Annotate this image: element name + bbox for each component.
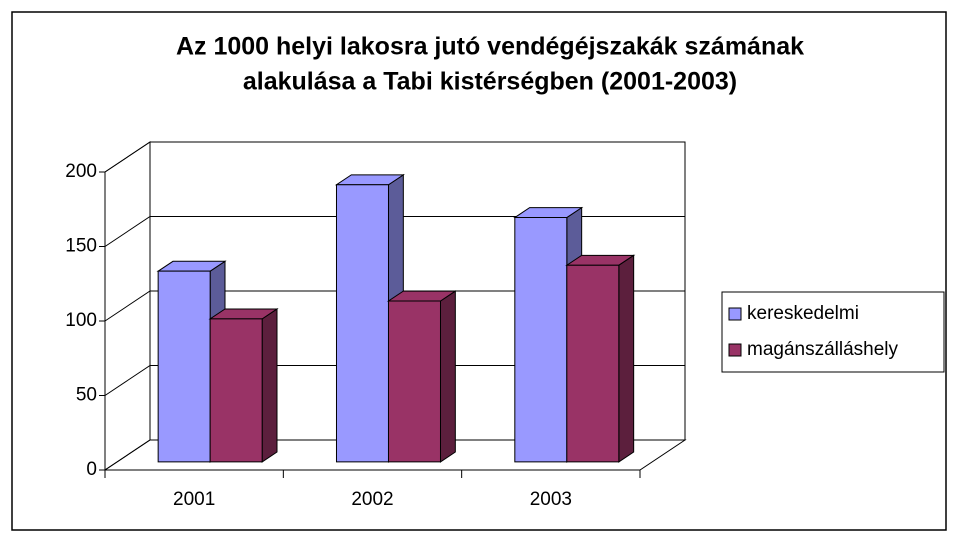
- y-tick-label: 150: [65, 236, 97, 257]
- bar: [566, 264, 620, 463]
- x-tick-label: 2001: [173, 489, 215, 510]
- y-tick-label: 0: [86, 459, 97, 480]
- bar: [157, 270, 211, 463]
- x-tick-label: 2003: [530, 489, 572, 510]
- bar: [209, 318, 263, 463]
- y-tick-label: 100: [65, 310, 97, 331]
- y-tick-label: 50: [76, 385, 97, 406]
- legend-swatch: [728, 307, 742, 321]
- legend-label: magánszálláshely: [747, 339, 899, 360]
- legend-label: kereskedelmi: [747, 303, 859, 324]
- chart-title: alakulása a Tabi kistérségben (2001-2003…: [243, 68, 737, 96]
- grid-line: [104, 290, 685, 322]
- y-tick-label: 200: [65, 161, 97, 182]
- bar: [335, 184, 389, 463]
- bar-side: [618, 254, 635, 463]
- bar: [514, 217, 568, 463]
- grid-line: [104, 365, 685, 396]
- grid-line: [104, 141, 685, 173]
- bar-side: [261, 308, 278, 463]
- grid-line: [104, 216, 685, 247]
- legend: [721, 291, 945, 373]
- legend-swatch: [728, 343, 742, 357]
- x-tick-label: 2002: [351, 489, 393, 510]
- chart-title: Az 1000 helyi lakosra jutó vendégéjszaká…: [176, 33, 804, 61]
- bar: [387, 300, 441, 463]
- bar-side: [439, 290, 456, 463]
- grid-line: [104, 439, 685, 471]
